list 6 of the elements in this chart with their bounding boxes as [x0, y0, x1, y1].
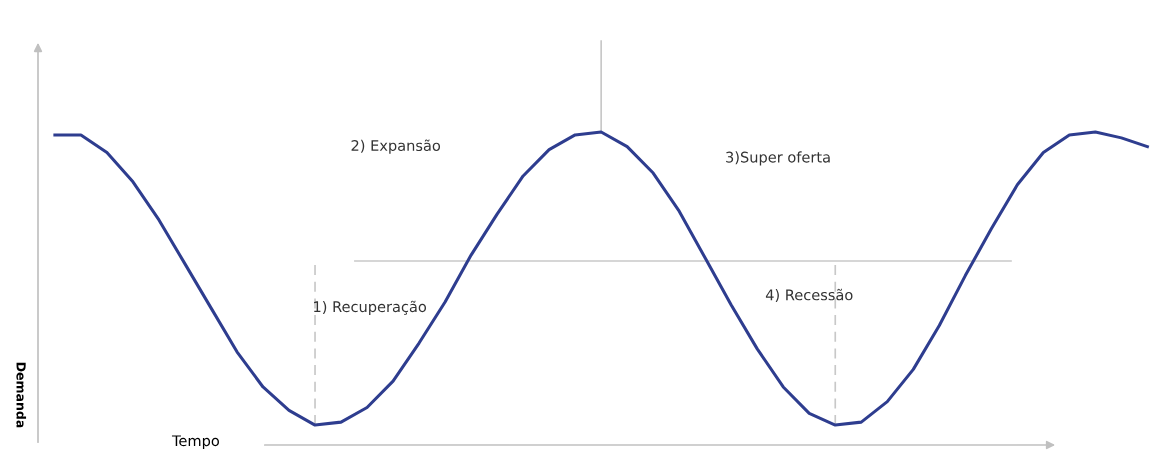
annotation: 3)Super oferta	[726, 151, 830, 166]
annotation: 2) Expansão	[351, 139, 441, 154]
x-axis-title: Tempo	[171, 435, 219, 450]
annotation: 1) Recuperação	[314, 300, 427, 316]
annotation: 4) Recessão	[765, 288, 853, 303]
y-axis-title: Demanda	[16, 362, 27, 428]
